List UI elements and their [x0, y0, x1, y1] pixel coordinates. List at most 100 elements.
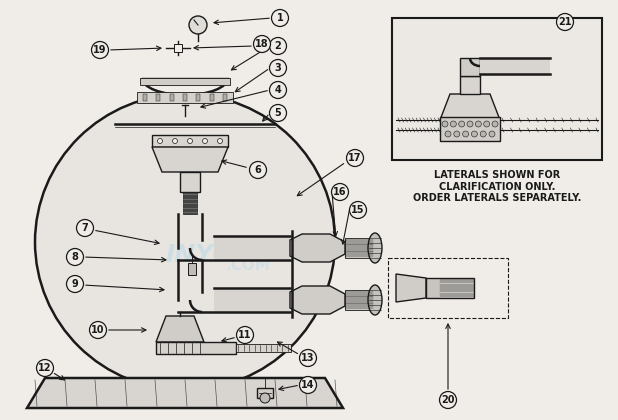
Polygon shape [440, 94, 500, 120]
Text: 9: 9 [72, 279, 78, 289]
Circle shape [459, 121, 465, 127]
Text: 19: 19 [93, 45, 107, 55]
Ellipse shape [368, 233, 382, 263]
Circle shape [467, 121, 473, 127]
Bar [480, 58, 550, 74]
Circle shape [187, 139, 192, 144]
Bar [460, 58, 480, 76]
Bar [440, 117, 500, 141]
Text: 18: 18 [255, 39, 269, 49]
Text: 15: 15 [351, 205, 365, 215]
Bar [188, 263, 196, 275]
Text: LATERALS SHOWN FOR
CLARIFICATION ONLY.
ORDER LATERALS SEPARATELY.: LATERALS SHOWN FOR CLARIFICATION ONLY. O… [413, 170, 581, 203]
Bar [460, 76, 480, 94]
Bar [180, 172, 200, 192]
Text: INYO: INYO [166, 243, 234, 267]
Text: 11: 11 [239, 330, 252, 340]
Bar [426, 278, 474, 298]
Circle shape [218, 139, 222, 144]
Polygon shape [27, 378, 343, 408]
Bar [236, 344, 291, 352]
Circle shape [445, 131, 451, 137]
Bar [257, 388, 273, 398]
Circle shape [331, 184, 349, 200]
Circle shape [158, 139, 163, 144]
Polygon shape [290, 234, 345, 262]
Circle shape [347, 150, 363, 166]
Circle shape [442, 121, 448, 127]
Text: 13: 13 [301, 353, 315, 363]
Circle shape [489, 131, 495, 137]
Text: 21: 21 [558, 17, 572, 27]
Circle shape [439, 391, 457, 409]
Circle shape [556, 13, 574, 31]
Bar [197, 94, 200, 101]
Circle shape [300, 349, 316, 367]
Circle shape [475, 121, 481, 127]
Bar [392, 18, 602, 160]
Circle shape [260, 393, 270, 403]
Text: .COM: .COM [226, 257, 271, 273]
Bar [174, 44, 182, 52]
Bar [156, 342, 236, 354]
Circle shape [36, 360, 54, 376]
Polygon shape [290, 286, 345, 314]
Circle shape [271, 10, 289, 26]
Circle shape [67, 249, 83, 265]
Circle shape [463, 131, 468, 137]
Text: 1: 1 [277, 13, 284, 23]
Circle shape [484, 121, 489, 127]
Polygon shape [156, 316, 204, 342]
Circle shape [67, 276, 83, 292]
Circle shape [172, 139, 177, 144]
Circle shape [269, 37, 287, 55]
Bar [152, 135, 228, 147]
Text: 2: 2 [274, 41, 281, 51]
Bar [137, 92, 233, 103]
Circle shape [269, 81, 287, 99]
Bar [170, 94, 174, 101]
Circle shape [472, 131, 477, 137]
Text: 3: 3 [274, 63, 281, 73]
Circle shape [269, 60, 287, 76]
Ellipse shape [35, 94, 335, 390]
Circle shape [91, 42, 109, 58]
Text: 14: 14 [301, 380, 315, 390]
Circle shape [237, 326, 253, 344]
Circle shape [480, 131, 486, 137]
Bar [388, 258, 508, 318]
Bar [214, 236, 290, 260]
Circle shape [451, 121, 456, 127]
Polygon shape [396, 274, 426, 302]
Circle shape [492, 121, 498, 127]
Circle shape [300, 376, 316, 394]
Ellipse shape [368, 285, 382, 315]
Bar [183, 192, 197, 214]
Text: 7: 7 [82, 223, 88, 233]
Bar [143, 94, 147, 101]
Circle shape [269, 105, 287, 121]
Text: 16: 16 [333, 187, 347, 197]
Bar [183, 94, 187, 101]
Circle shape [454, 131, 460, 137]
Polygon shape [152, 147, 228, 172]
Circle shape [77, 220, 93, 236]
Bar [214, 288, 290, 312]
Bar [156, 94, 160, 101]
Circle shape [90, 321, 106, 339]
Text: 4: 4 [274, 85, 281, 95]
Bar [345, 238, 373, 258]
Text: 5: 5 [274, 108, 281, 118]
Bar [223, 94, 227, 101]
Circle shape [189, 16, 207, 34]
Text: 10: 10 [91, 325, 104, 335]
Text: 20: 20 [441, 395, 455, 405]
Circle shape [203, 139, 208, 144]
Bar [140, 78, 230, 85]
Text: 12: 12 [38, 363, 52, 373]
Text: 6: 6 [255, 165, 261, 175]
Bar [210, 94, 214, 101]
Circle shape [250, 162, 266, 178]
Circle shape [253, 36, 271, 52]
Text: 8: 8 [72, 252, 78, 262]
